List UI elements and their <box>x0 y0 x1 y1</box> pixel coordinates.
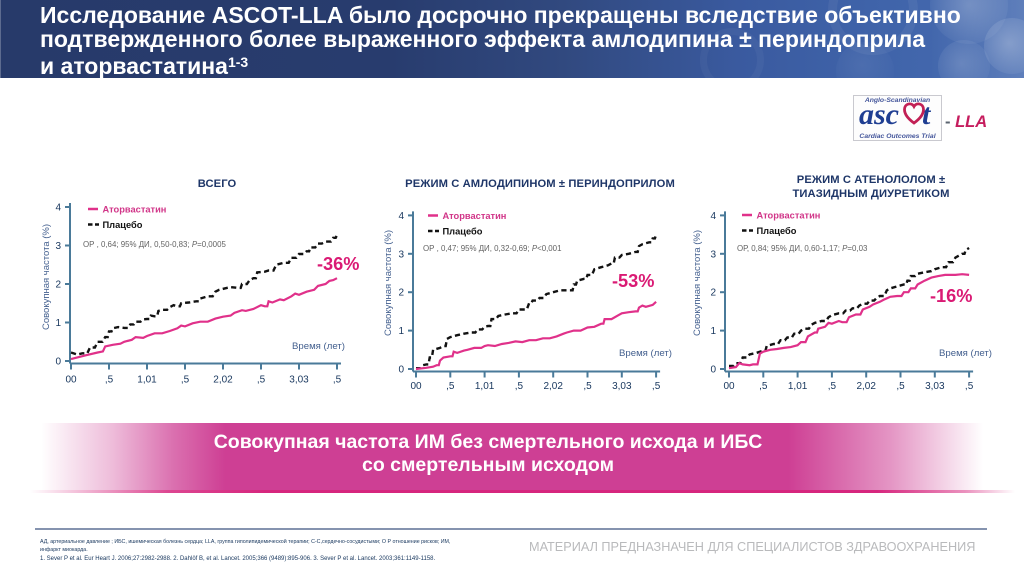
svg-text:,5: ,5 <box>828 381 837 392</box>
svg-text:ТИАЗИДНЫМ ДИУРЕТИКОМ: ТИАЗИДНЫМ ДИУРЕТИКОМ <box>792 188 949 200</box>
svg-text:,5: ,5 <box>515 381 524 392</box>
svg-text:3: 3 <box>55 241 61 252</box>
svg-text:Аторвастатин: Аторвастатин <box>103 205 167 215</box>
svg-text:2: 2 <box>398 288 404 299</box>
svg-text:00: 00 <box>410 381 422 392</box>
svg-text:1,01: 1,01 <box>137 375 157 386</box>
svg-text:,5: ,5 <box>965 381 974 392</box>
svg-text:Совокупная частота (%): Совокупная частота (%) <box>383 230 394 336</box>
svg-text:ОР, 0,84; 95% ДИ, 0,60-1,17; P: ОР, 0,84; 95% ДИ, 0,60-1,17; P=0,03 <box>737 244 868 253</box>
svg-text:4: 4 <box>710 211 716 222</box>
svg-text:ОР , 0,64; 95% ДИ, 0,50-0,83;: ОР , 0,64; 95% ДИ, 0,50-0,83; P=0,0005 <box>83 240 226 249</box>
svg-text:2,02: 2,02 <box>543 381 563 392</box>
svg-text:3,03: 3,03 <box>925 381 945 392</box>
svg-text:Плацебо: Плацебо <box>757 226 797 236</box>
svg-text:2,02: 2,02 <box>213 375 233 386</box>
svg-text:-36%: -36% <box>317 254 359 274</box>
svg-text:3: 3 <box>710 249 716 260</box>
svg-text:Совокупная частота (%): Совокупная частота (%) <box>41 224 52 330</box>
svg-text:Совокупная частота (%): Совокупная частота (%) <box>692 230 703 336</box>
svg-text:0: 0 <box>55 357 61 368</box>
svg-text:2: 2 <box>55 280 61 291</box>
svg-text:ВСЕГО: ВСЕГО <box>198 178 237 190</box>
svg-text:,5: ,5 <box>257 375 266 386</box>
svg-text:Аторвастатин: Аторвастатин <box>443 211 507 221</box>
svg-text:ОР , 0,47; 95% ДИ, 0,32-0,69;: ОР , 0,47; 95% ДИ, 0,32-0,69; P<0,001 <box>423 244 561 253</box>
svg-text:3,03: 3,03 <box>289 375 309 386</box>
svg-text:,5: ,5 <box>181 375 190 386</box>
svg-text:,5: ,5 <box>759 381 768 392</box>
svg-text:3: 3 <box>398 249 404 260</box>
svg-text:Плацебо: Плацебо <box>443 227 483 237</box>
svg-text:,5: ,5 <box>333 375 342 386</box>
svg-text:0: 0 <box>398 365 404 376</box>
svg-text:РЕЖИМ С АМЛОДИПИНОМ ± ПЕРИНДОП: РЕЖИМ С АМЛОДИПИНОМ ± ПЕРИНДОПРИЛОМ <box>405 178 675 190</box>
svg-text:3,03: 3,03 <box>612 381 632 392</box>
svg-text:-16%: -16% <box>930 286 972 306</box>
svg-text:4: 4 <box>55 203 61 214</box>
svg-text:2: 2 <box>710 288 716 299</box>
svg-text:00: 00 <box>723 381 735 392</box>
svg-text:1: 1 <box>710 326 716 337</box>
svg-text:РЕЖИМ С АТЕНОЛОЛОМ ±: РЕЖИМ С АТЕНОЛОЛОМ ± <box>797 174 945 186</box>
svg-text:1,01: 1,01 <box>475 381 495 392</box>
svg-text:Время (лет): Время (лет) <box>939 348 992 359</box>
svg-text:,5: ,5 <box>446 381 455 392</box>
svg-text:Плацебо: Плацебо <box>103 220 143 230</box>
svg-text:1,01: 1,01 <box>788 381 808 392</box>
svg-text:-53%: -53% <box>612 271 654 291</box>
svg-text:0: 0 <box>710 365 716 376</box>
svg-text:,5: ,5 <box>652 381 661 392</box>
svg-text:Время (лет): Время (лет) <box>292 341 345 352</box>
svg-text:t: t <box>922 98 932 131</box>
svg-text:2,02: 2,02 <box>856 381 876 392</box>
svg-text:1: 1 <box>398 326 404 337</box>
svg-text:asc: asc <box>859 98 899 131</box>
svg-text:Аторвастатин: Аторвастатин <box>757 211 821 221</box>
svg-text:00: 00 <box>65 375 77 386</box>
svg-text:,5: ,5 <box>583 381 592 392</box>
svg-text:Время (лет): Время (лет) <box>619 348 672 359</box>
svg-text:4: 4 <box>398 211 404 222</box>
svg-text:1: 1 <box>55 318 61 329</box>
svg-text:,5: ,5 <box>896 381 905 392</box>
svg-text:,5: ,5 <box>105 375 114 386</box>
